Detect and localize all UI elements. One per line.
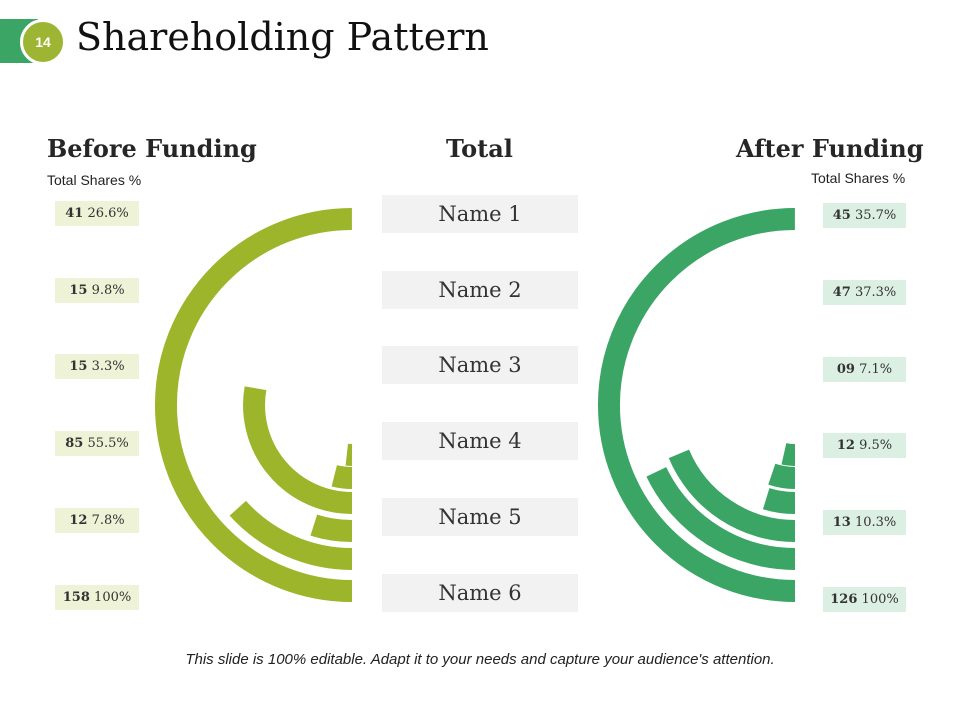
before-percent-5: 7.8%: [91, 513, 125, 528]
before-shares-4: 85: [65, 436, 84, 451]
before-shares-6: 158: [62, 590, 90, 605]
before-value-2: 15 9.8%: [55, 278, 139, 303]
before-percent-1: 26.6%: [87, 206, 129, 221]
name-label-3: Name 3: [382, 346, 578, 384]
before-shares-3: 15: [69, 359, 88, 374]
after-percent-5: 10.3%: [854, 515, 897, 530]
name-label-2: Name 2: [382, 271, 578, 309]
before-arc-6: [154, 208, 353, 602]
before-percent-3: 3.3%: [91, 359, 125, 374]
before-value-5: 12 7.8%: [55, 508, 139, 533]
page-title: Shareholding Pattern: [76, 15, 489, 59]
after-value-6: 126 100%: [823, 587, 906, 612]
before-shares-5: 12: [69, 513, 88, 528]
before-value-4: 85 55.5%: [55, 431, 139, 456]
after-percent-2: 37.3%: [854, 285, 897, 300]
name-label-1: Name 1: [382, 195, 578, 233]
before-arc-1: [229, 500, 353, 570]
before-percent-6: 100%: [94, 590, 132, 605]
after-arc-4: [762, 488, 796, 515]
after-percent-1: 35.7%: [854, 208, 897, 223]
after-shares-4: 12: [836, 438, 855, 453]
after-value-3: 09 7.1%: [823, 357, 906, 382]
after-funding-chart: [597, 208, 796, 602]
after-value-5: 13 10.3%: [823, 510, 906, 535]
after-percent-6: 100%: [861, 592, 899, 607]
footer-note: This slide is 100% editable. Adapt it to…: [185, 651, 775, 668]
after-value-2: 47 37.3%: [823, 280, 906, 305]
after-shares-1: 45: [832, 208, 851, 223]
after-arc-6: [597, 208, 796, 602]
after-percent-3: 7.1%: [859, 362, 893, 377]
after-arc-3: [781, 443, 796, 466]
before-arc-5: [331, 465, 353, 489]
before-percent-4: 55.5%: [87, 436, 129, 451]
after-shares-6: 126: [830, 592, 858, 607]
before-funding-subtitle: Total Shares %: [47, 172, 142, 188]
name-label-4: Name 4: [382, 422, 578, 460]
before-arc-4: [243, 386, 353, 514]
before-value-6: 158 100%: [55, 585, 139, 610]
slide-number-badge: 14: [20, 19, 66, 65]
after-percent-4: 9.5%: [859, 438, 893, 453]
before-funding-title: Before Funding: [47, 134, 257, 163]
before-shares-1: 41: [65, 206, 84, 221]
before-shares-2: 15: [69, 283, 88, 298]
after-arc-5: [768, 463, 796, 489]
after-arc-2: [668, 449, 796, 542]
name-label-5: Name 5: [382, 498, 578, 536]
before-funding-chart: [154, 208, 353, 602]
after-value-4: 12 9.5%: [823, 433, 906, 458]
total-title: Total: [446, 134, 513, 163]
after-funding-subtitle: Total Shares %: [811, 170, 906, 186]
after-shares-5: 13: [832, 515, 851, 530]
after-funding-title: After Funding: [736, 134, 924, 163]
after-value-1: 45 35.7%: [823, 203, 906, 228]
after-shares-3: 09: [836, 362, 855, 377]
before-percent-2: 9.8%: [91, 283, 125, 298]
after-shares-2: 47: [832, 285, 851, 300]
after-arc-1: [646, 466, 796, 570]
name-label-6: Name 6: [382, 574, 578, 612]
before-value-1: 41 26.6%: [55, 201, 139, 226]
before-value-3: 15 3.3%: [55, 354, 139, 379]
before-arc-2: [310, 514, 353, 543]
